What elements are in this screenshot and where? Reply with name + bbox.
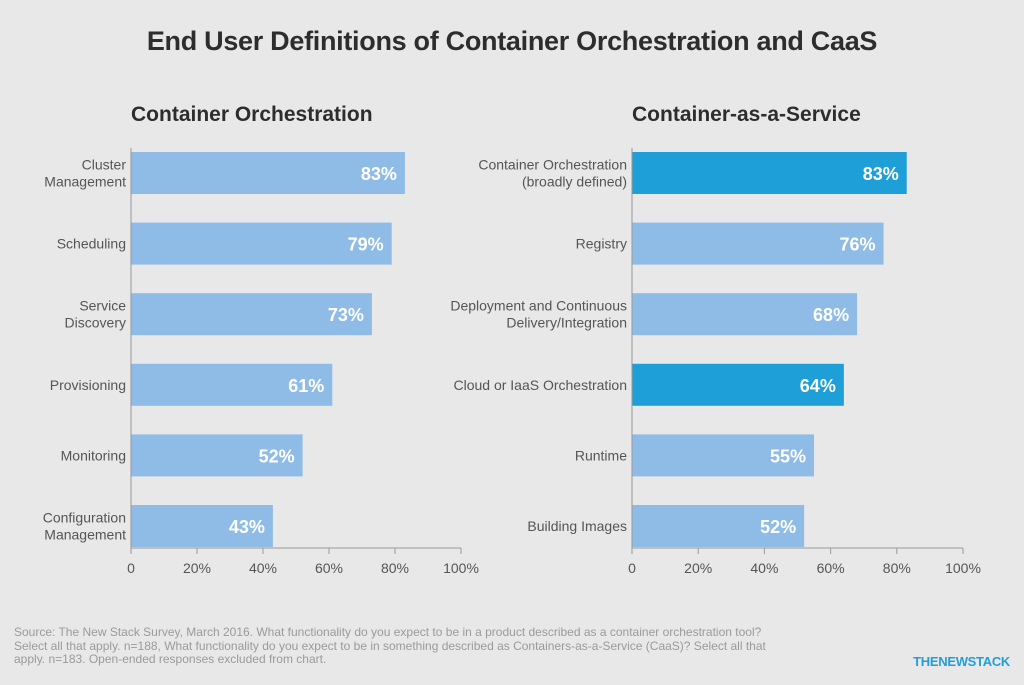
bar [131,152,405,194]
x-tick-label: 20% [183,560,211,576]
source-note: Source: The New Stack Survey, March 2016… [14,625,766,666]
bar [632,293,858,336]
category-label: Configuration Management [43,510,126,543]
category-label: Container Orchestration (broadly defined) [478,157,627,190]
x-tick-label: 0 [628,560,636,576]
category-label: Registry [576,236,627,252]
bar-value-label: 55% [770,446,806,466]
bar [632,363,844,406]
category-label: Cloud or IaaS Orchestration [453,377,627,393]
category-label: Monitoring [61,447,126,463]
chart-title: End User Definitions of Container Orches… [146,26,878,56]
bar-value-label: 61% [288,376,324,396]
category-label: Provisioning [50,377,126,393]
bar-value-label: 79% [348,235,384,255]
category-label: Runtime [575,447,627,463]
bar-value-label: 52% [259,446,295,466]
x-tick-label: 100% [443,560,479,576]
bar [131,505,273,547]
panel-title-container-orchestration: Container Orchestration [131,103,373,126]
brand-logo: THENEWSTACK [913,654,1010,669]
category-label: Service Discovery [65,298,127,331]
bar [632,152,907,194]
x-tick-label: 80% [381,560,409,576]
panel-title-container-as-a-service: Container-as-a-Service [632,103,861,126]
bar [131,434,303,477]
x-tick-label: 80% [883,560,911,576]
bar [632,222,884,265]
bar [632,505,805,547]
bar [632,434,815,477]
x-tick-label: 0 [127,560,135,576]
category-label: Deployment and Continuous Delivery/Integr… [450,298,627,331]
bar-value-label: 73% [328,305,364,325]
category-label: Cluster Management [44,157,126,190]
bar-value-label: 64% [800,376,836,396]
bar-value-label: 43% [229,517,265,537]
x-tick-label: 20% [684,560,712,576]
bar-value-label: 83% [863,164,899,184]
category-label: Scheduling [57,236,126,252]
x-tick-label: 60% [315,560,343,576]
bar [131,293,372,336]
bar-value-label: 83% [361,164,397,184]
category-label: Building Images [527,518,627,534]
x-tick-label: 100% [945,560,981,576]
bar [131,222,392,265]
x-tick-label: 60% [817,560,845,576]
x-tick-label: 40% [750,560,778,576]
bar-value-label: 76% [840,235,876,255]
bar-value-label: 68% [813,305,849,325]
bar-value-label: 52% [760,517,796,537]
x-tick-label: 40% [249,560,277,576]
bar [131,363,333,406]
